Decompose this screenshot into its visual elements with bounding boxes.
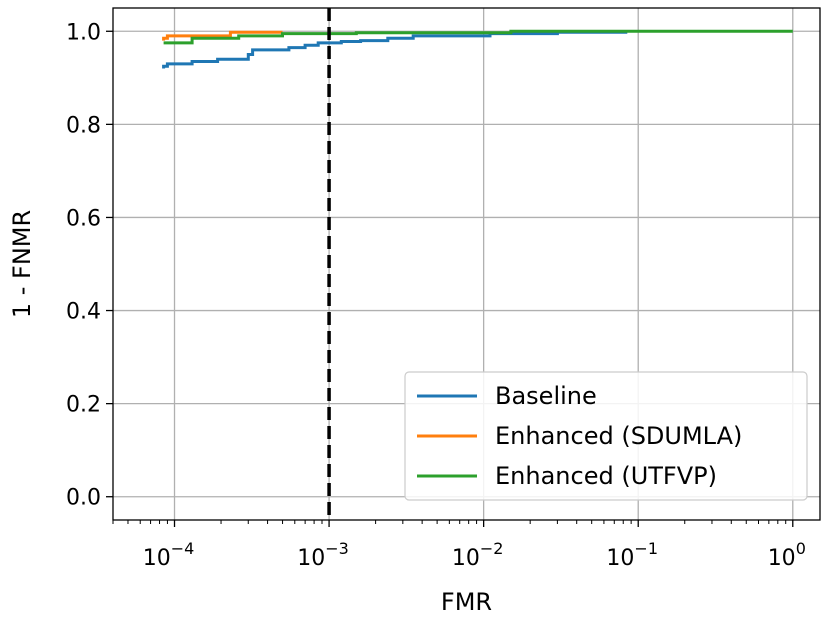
axis-ticks: 0.00.20.40.60.81.010−4 10−3 10−2 10−1 100 [66,20,806,571]
legend-box [404,371,808,501]
plot-frame [112,7,821,521]
x-axis-label: FMR [441,588,492,616]
y-tick-label: 0.6 [66,206,101,231]
x-tick-label: 100 [768,539,806,571]
series-layer [162,29,793,69]
y-tick-label: 0.0 [66,486,101,511]
x-tick-label: 10−2 [452,539,504,571]
x-tick-exponent: 0 [796,539,806,558]
legend-label-enhanced-sdumla: Enhanced (SDUMLA) [495,422,742,450]
x-tick-label: 10−4 [143,539,195,571]
x-tick-base: 10 [452,546,480,571]
x-tick-base: 10 [606,546,634,571]
legend-label-baseline: Baseline [495,382,597,410]
y-axis-label: 1 - FNMR [8,210,36,318]
y-tick-label: 0.2 [66,393,101,418]
series-line-enhanced-sdumla [162,30,283,41]
y-tick-label: 1.0 [66,20,101,45]
x-tick-base: 10 [768,546,796,571]
legend-label-enhanced-utfvp: Enhanced (UTFVP) [495,462,717,490]
y-tick-label: 0.8 [66,113,101,138]
x-tick-exponent: −1 [634,539,658,558]
series-line-baseline [162,30,628,69]
x-tick-exponent: −4 [171,539,195,558]
y-tick-label: 0.4 [66,300,101,325]
x-tick-exponent: −2 [480,539,504,558]
x-tick-base: 10 [143,546,171,571]
x-minor-ticks [112,520,787,524]
series-line-enhanced-utfvp [163,29,793,45]
x-tick-label: 10−3 [297,539,349,571]
x-tick-base: 10 [297,546,325,571]
x-tick-label: 10−1 [606,539,658,571]
legend: Baseline Enhanced (SDUMLA) Enhanced (UTFVP… [404,371,808,501]
x-tick-exponent: −3 [325,539,349,558]
